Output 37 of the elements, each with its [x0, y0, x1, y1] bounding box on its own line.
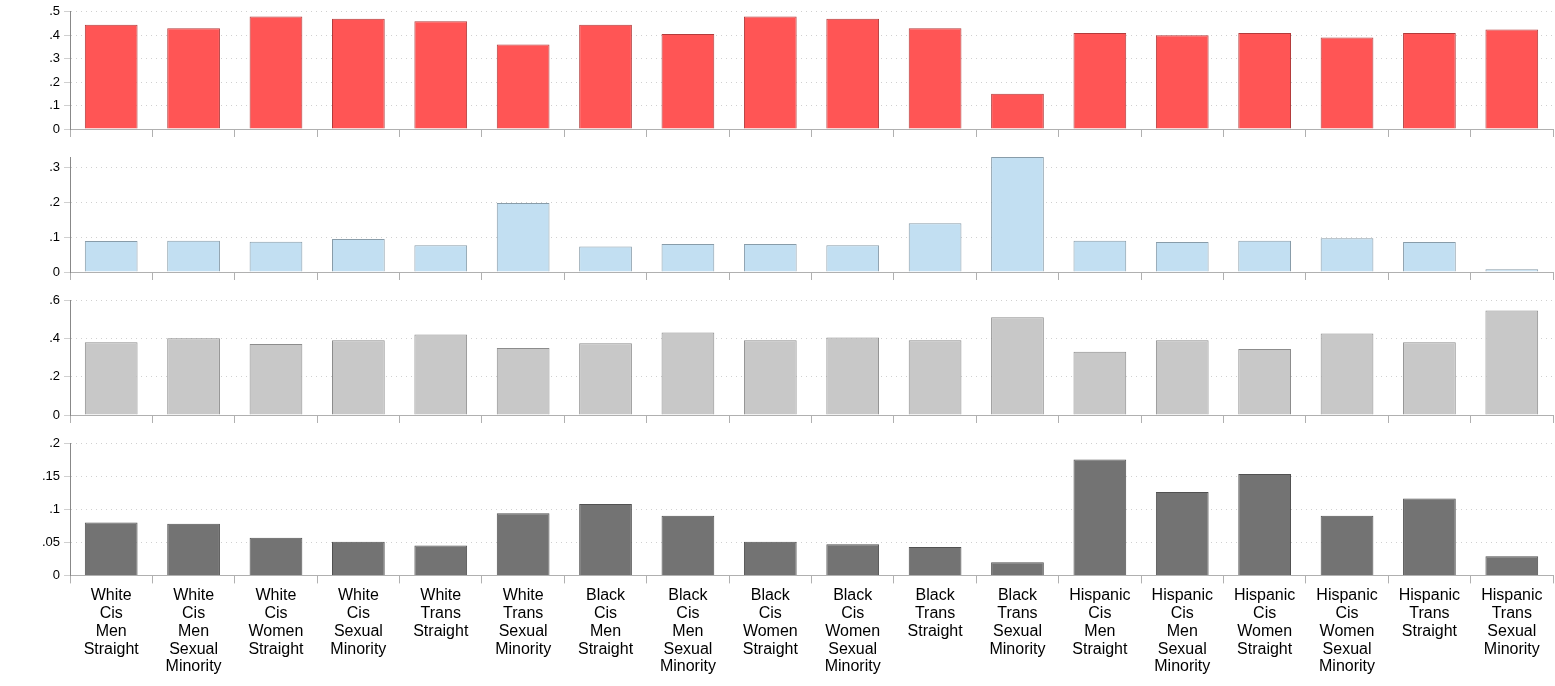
x-tick-label: Hispanic Cis Men Sexual Minority [1151, 585, 1213, 675]
y-tick-label: .2 [49, 368, 60, 384]
x-tick-label: White Cis Men Sexual Minority [165, 585, 222, 675]
y-tick-label: 0 [52, 566, 60, 582]
x-tick-label: Black Cis Women Sexual Minority [824, 585, 881, 675]
y-tick-label: .3 [49, 159, 60, 175]
x-tick-label: White Trans Sexual Minority [495, 585, 552, 657]
y-tick-label: .4 [49, 26, 60, 42]
x-tick-label: Black Cis Men Sexual Minority [659, 585, 716, 675]
y-tick-label: .1 [49, 97, 60, 113]
y-tick-label: .1 [49, 228, 60, 244]
y-tick-label: .3 [49, 50, 60, 66]
x-tick-label: White Cis Sexual Minority [330, 585, 387, 657]
y-tick-label: .6 [49, 291, 60, 307]
x-tick-label: Black Trans Sexual Minority [989, 585, 1046, 657]
x-tick-label: Hispanic Trans Sexual Minority [1481, 585, 1543, 657]
y-tick-label: 0 [52, 120, 60, 136]
x-tick-label: White Cis Women Straight [248, 585, 305, 657]
x-tick-label: White Cis Men Straight [83, 585, 140, 657]
x-tick-label: White Trans Straight [413, 585, 469, 639]
y-tick-label: .1 [49, 500, 60, 516]
x-tick-label: Hispanic Cis Women Sexual Minority [1316, 585, 1378, 675]
x-tick-label: Hispanic Cis Men Straight [1069, 585, 1131, 657]
y-tick-label: .2 [49, 434, 60, 450]
y-tick-label: .4 [49, 329, 60, 345]
y-tick-label: 0 [52, 263, 60, 279]
y-tick-label: .5 [49, 3, 60, 19]
x-tick-label: Hispanic Trans Straight [1398, 585, 1461, 639]
y-tick-label: .2 [49, 193, 60, 209]
x-tick-label: Black Cis Women Straight [742, 585, 799, 657]
x-tick-label: Hispanic Cis Women Straight [1233, 585, 1296, 657]
y-tick-label: .15 [41, 467, 60, 483]
x-tick-label: Black Cis Men Straight [577, 585, 634, 657]
y-tick-label: .2 [49, 73, 60, 89]
y-tick-label: .05 [41, 533, 60, 549]
y-tick-label: 0 [52, 406, 60, 422]
x-tick-label: Black Trans Straight [907, 585, 964, 639]
